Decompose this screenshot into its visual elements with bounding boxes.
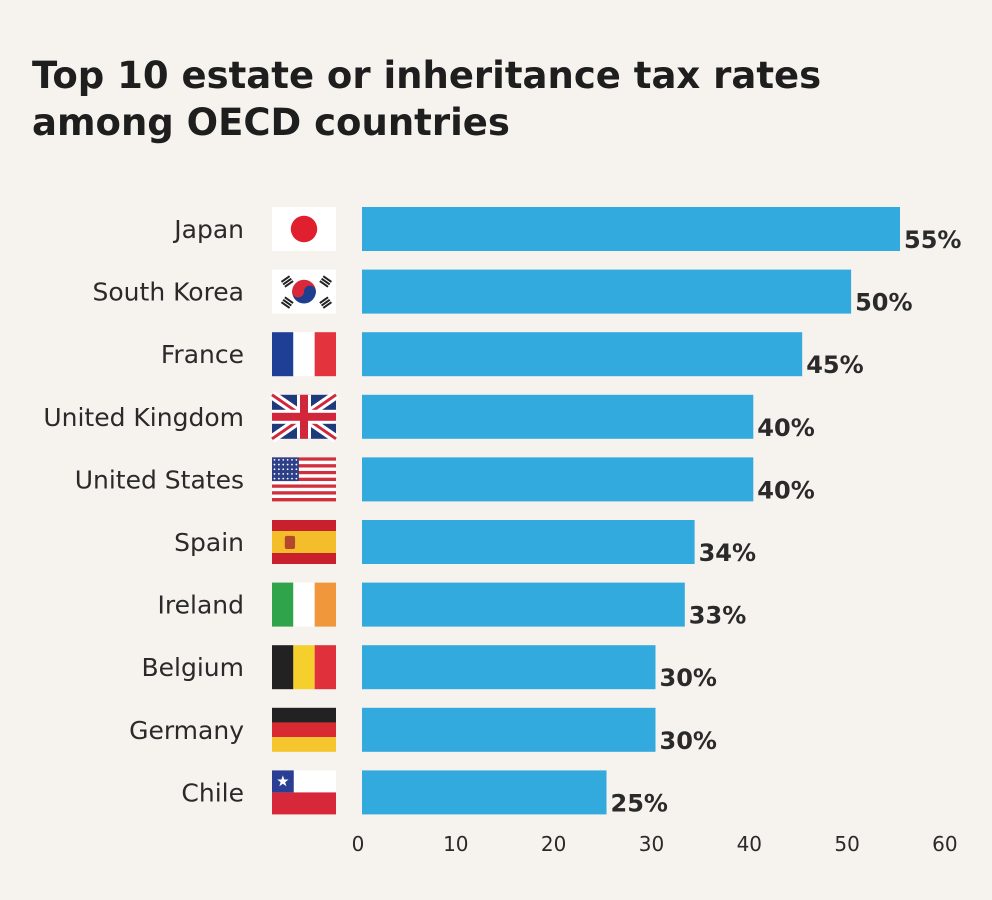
bar-france: [362, 332, 803, 377]
value-label-france: 45%: [806, 351, 863, 379]
bar-united-kingdom: [362, 394, 754, 439]
germany-flag-icon: [272, 707, 336, 752]
x-tick-label-60: 60: [932, 832, 957, 856]
category-label-germany: Germany: [129, 716, 244, 745]
category-label-united-kingdom: United Kingdom: [43, 403, 244, 432]
value-label-japan: 55%: [904, 226, 961, 254]
category-label-south-korea: South Korea: [93, 278, 244, 307]
value-label-spain: 34%: [699, 539, 756, 567]
value-label-germany: 30%: [660, 727, 717, 755]
x-axis-ticks: 0 10 20 30 40 50 60: [352, 832, 958, 856]
chart-title-line-2: among OECD countries: [32, 101, 510, 144]
bar-germany: [362, 707, 656, 752]
bar-japan: [362, 207, 900, 251]
value-label-ireland: 33%: [689, 602, 746, 630]
category-label-chile: Chile: [181, 778, 244, 807]
x-tick-label-20: 20: [541, 832, 566, 856]
united-kingdom-flag-icon: [269, 391, 339, 443]
bar-south-korea: [362, 269, 852, 314]
category-label-belgium: Belgium: [142, 653, 245, 682]
bar-spain: [362, 520, 695, 564]
spain-flag-icon: [272, 520, 336, 564]
category-label-japan: Japan: [172, 215, 244, 244]
category-label-united-states: United States: [75, 465, 244, 494]
france-flag-icon: [272, 332, 336, 377]
chart-title-line-1: Top 10 estate or inheritance tax rates: [32, 54, 821, 97]
value-label-south-korea: 50%: [855, 289, 912, 317]
value-label-united-states: 40%: [757, 476, 814, 504]
ireland-flag-icon: [272, 582, 336, 627]
chile-flag-icon: [272, 770, 336, 815]
x-tick-label-10: 10: [443, 832, 468, 856]
x-tick-label-0: 0: [352, 832, 365, 856]
bar-ireland: [362, 582, 685, 627]
chart-title: Top 10 estate or inheritance tax ratesam…: [32, 54, 821, 144]
united-states-flag-icon: [272, 457, 336, 502]
category-label-france: France: [161, 340, 244, 369]
x-tick-label-30: 30: [639, 832, 664, 856]
belgium-flag-icon: [272, 645, 336, 690]
category-label-ireland: Ireland: [158, 591, 244, 620]
x-tick-label-50: 50: [834, 832, 859, 856]
south-korea-flag-icon: [272, 269, 336, 314]
bars: Japan 55% South Korea 50% France 45% United Ki…: [43, 207, 961, 817]
bar-belgium: [362, 645, 656, 690]
bar-united-states: [362, 457, 754, 502]
value-label-chile: 25%: [611, 789, 668, 817]
value-label-belgium: 30%: [660, 664, 717, 692]
x-tick-label-40: 40: [737, 832, 762, 856]
japan-flag-icon: [272, 207, 336, 251]
value-label-united-kingdom: 40%: [757, 414, 814, 442]
bar-chile: [362, 770, 607, 815]
category-label-spain: Spain: [174, 528, 244, 557]
